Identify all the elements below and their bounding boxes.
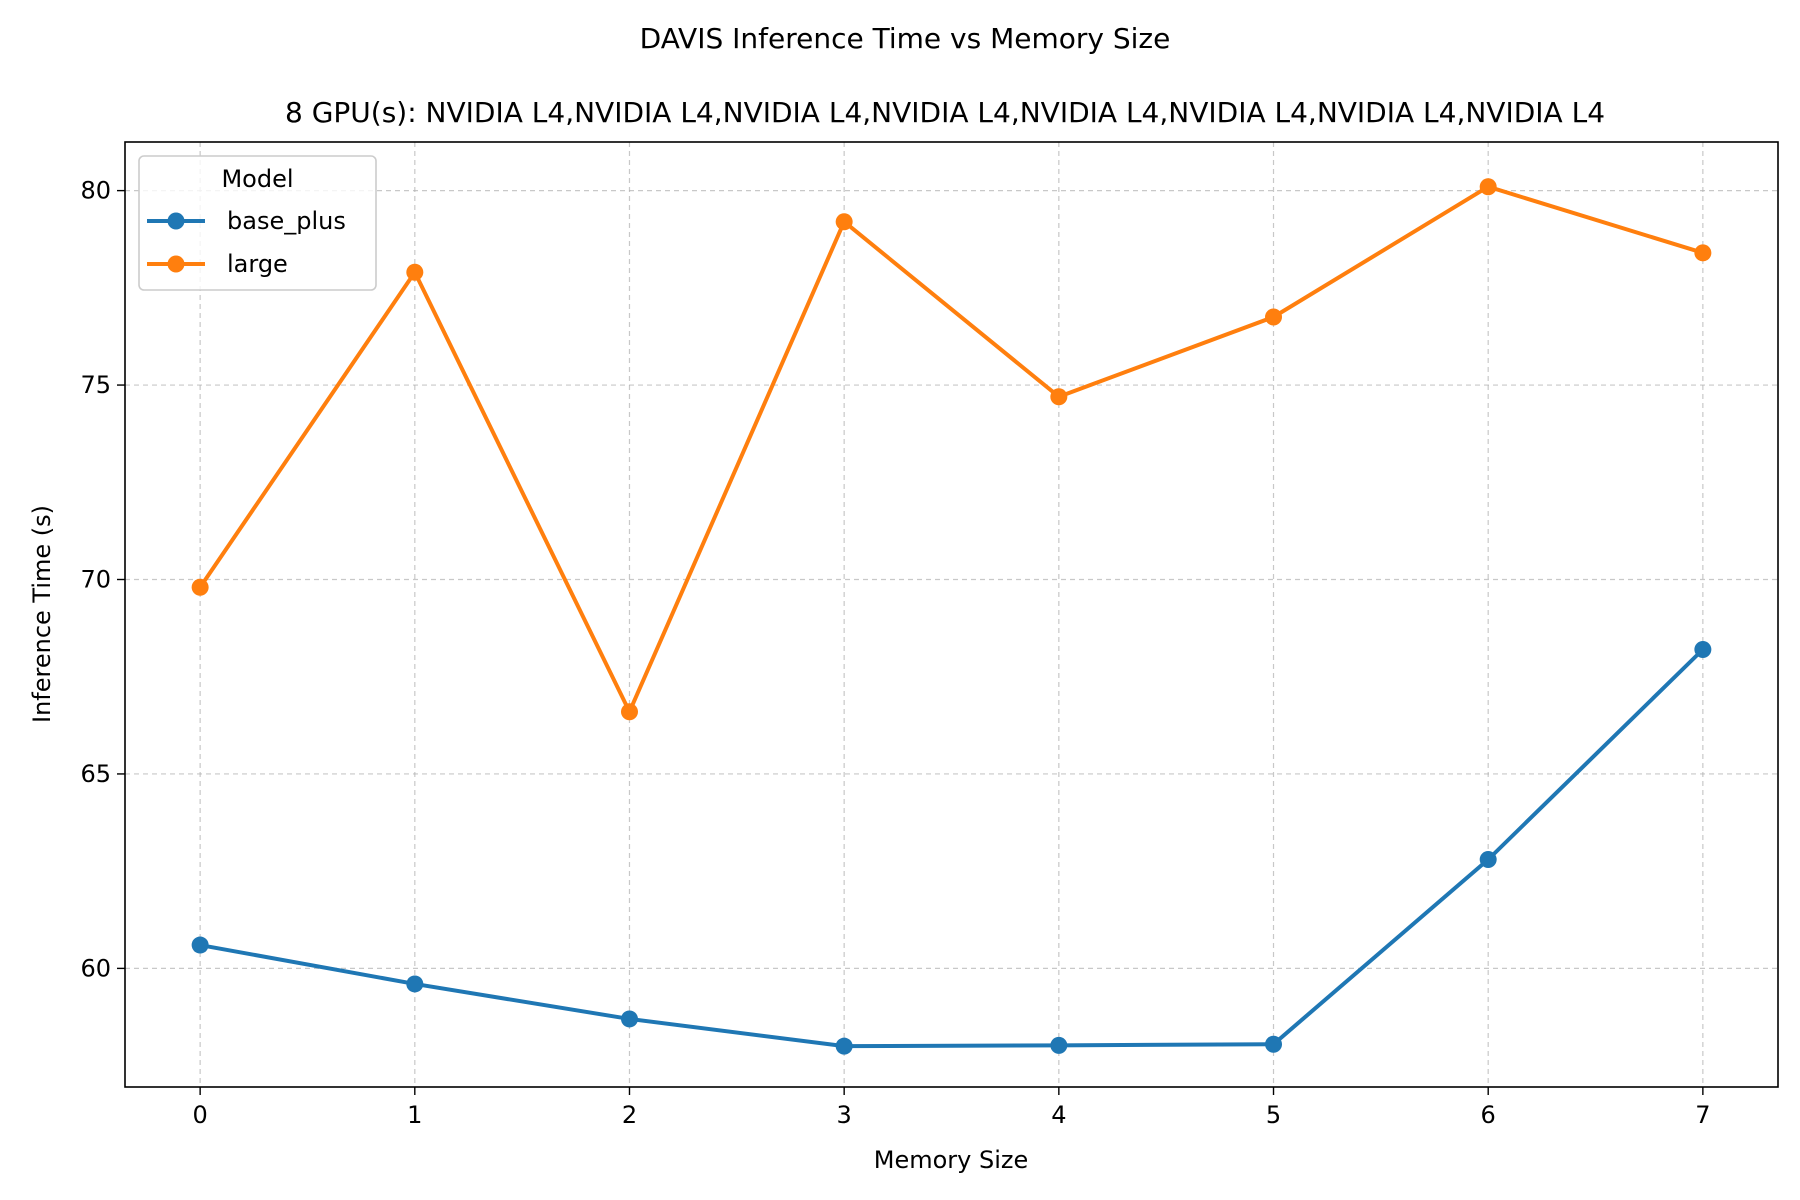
data-point-large	[620, 703, 638, 721]
x-tick-label: 6	[1481, 1101, 1496, 1129]
x-tick-label: 1	[407, 1101, 422, 1129]
series-large	[191, 178, 1712, 721]
y-tick-label: 80	[80, 177, 111, 205]
y-axis: 60 65 70 75 80	[80, 177, 125, 982]
legend-label-base_plus: base_plus	[227, 207, 346, 235]
x-axis: 0 1 2 3 4 5 6 7	[192, 1087, 1711, 1129]
series-layer	[191, 178, 1712, 1055]
data-point-base_plus	[1265, 1035, 1283, 1053]
x-tick-label: 2	[622, 1101, 637, 1129]
data-point-large	[406, 263, 424, 281]
legend-label-large: large	[227, 250, 288, 278]
x-tick-label: 3	[837, 1101, 852, 1129]
y-axis-label: Inference Time (s)	[28, 505, 56, 723]
data-point-base_plus	[1479, 851, 1497, 868]
y-tick-label: 65	[80, 760, 111, 788]
y-tick-label: 75	[80, 371, 111, 399]
legend-box	[138, 155, 377, 291]
x-axis-label: Memory Size	[874, 1146, 1029, 1174]
legend-title: Model	[221, 165, 293, 193]
legend-marker-base_plus	[167, 212, 185, 230]
y-tick-label: 60	[80, 954, 111, 982]
data-point-large	[835, 213, 853, 231]
data-point-base_plus	[406, 975, 424, 993]
data-point-base_plus	[1694, 641, 1712, 658]
legend-entry-large: large	[147, 250, 288, 278]
x-tick-label: 4	[1051, 1101, 1066, 1129]
data-point-base_plus	[1050, 1036, 1068, 1054]
axes-title: 8 GPU(s): NVIDIA L4,NVIDIA L4,NVIDIA L4,…	[285, 96, 1605, 129]
data-point-base_plus	[191, 936, 209, 954]
data-point-base_plus	[620, 1010, 638, 1028]
data-point-large	[1694, 244, 1712, 262]
data-point-large	[1479, 178, 1497, 196]
data-point-large	[191, 578, 209, 596]
x-tick-label: 0	[192, 1101, 207, 1129]
series-line-base_plus	[198, 647, 1705, 1049]
data-point-base_plus	[835, 1037, 853, 1055]
series-base_plus	[191, 641, 1712, 1055]
legend-entry-base_plus: base_plus	[147, 207, 346, 235]
x-tick-label: 5	[1266, 1101, 1281, 1129]
x-tick-label: 7	[1695, 1101, 1710, 1129]
data-point-large	[1265, 308, 1283, 326]
legend-marker-large	[167, 255, 185, 273]
plot-area-frame	[124, 141, 1779, 1088]
data-point-large	[1050, 388, 1068, 406]
series-line-large	[198, 184, 1705, 714]
y-tick-label: 70	[80, 566, 111, 594]
figure-title: DAVIS Inference Time vs Memory Size	[640, 22, 1171, 55]
